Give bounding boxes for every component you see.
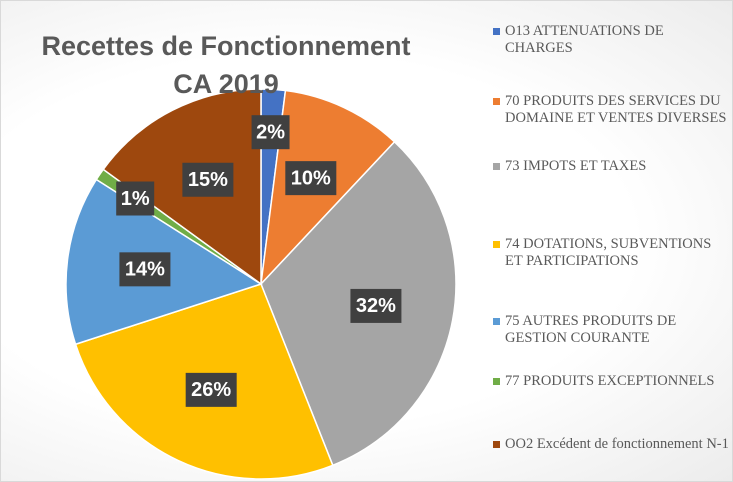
legend-label: 75 AUTRES PRODUITS DE GESTION COURANTE (505, 313, 677, 346)
legend-label: 70 PRODUITS DES SERVICES DU DOMAINE ET V… (505, 93, 727, 126)
data-label-box (251, 115, 290, 150)
data-label: 32% (356, 295, 396, 317)
data-label: 14% (125, 259, 165, 281)
legend-label: 77 PRODUITS EXCEPTIONNELS (505, 373, 715, 389)
legend-label: OO2 Excédent de fonctionnement N-1 (505, 436, 729, 452)
data-label-box (185, 372, 237, 407)
legend-item: 77 PRODUITS EXCEPTIONNELS (493, 373, 729, 390)
chart-title: Recettes de Fonctionnement CA 2019 (41, 31, 411, 99)
legend-item: O13 ATTENUATIONS DE CHARGES (493, 23, 729, 57)
legend-label: 74 DOTATIONS, SUBVENTIONS ET PARTICIPATI… (505, 236, 712, 269)
data-label: 1% (121, 188, 150, 210)
data-label: 2% (256, 121, 285, 143)
legend-swatch (493, 378, 500, 385)
data-label-box (182, 162, 234, 197)
data-label-box (116, 181, 155, 216)
legend-label: 73 IMPOTS ET TAXES (505, 158, 647, 174)
legend-label: O13 ATTENUATIONS DE CHARGES (505, 23, 664, 56)
legend-swatch (493, 28, 500, 35)
legend-swatch (493, 98, 500, 105)
data-label: 26% (191, 379, 231, 401)
data-label-box (119, 252, 171, 287)
legend-item: 73 IMPOTS ET TAXES (493, 158, 729, 175)
data-label: 10% (291, 167, 331, 189)
legend-item: 74 DOTATIONS, SUBVENTIONS ET PARTICIPATI… (493, 236, 729, 270)
legend-swatch (493, 441, 500, 448)
legend-item: 75 AUTRES PRODUITS DE GESTION COURANTE (493, 313, 729, 347)
legend-item: 70 PRODUITS DES SERVICES DU DOMAINE ET V… (493, 93, 729, 127)
pie-slice (102, 88, 262, 286)
data-label-box (285, 161, 337, 196)
legend-swatch (493, 163, 500, 170)
legend-item: OO2 Excédent de fonctionnement N-1 (493, 436, 729, 453)
data-label-box (350, 288, 402, 323)
data-label: 15% (188, 169, 228, 191)
legend-swatch (493, 241, 500, 248)
legend-swatch (493, 318, 500, 325)
